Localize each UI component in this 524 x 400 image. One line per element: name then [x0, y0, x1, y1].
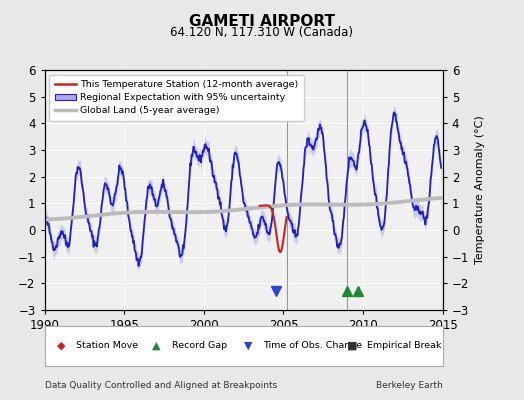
- Text: Time of Obs. Change: Time of Obs. Change: [264, 341, 363, 350]
- Text: Empirical Break: Empirical Break: [367, 341, 442, 350]
- Text: GAMETI AIRPORT: GAMETI AIRPORT: [189, 14, 335, 29]
- Text: Station Move: Station Move: [77, 341, 138, 350]
- Text: Berkeley Earth: Berkeley Earth: [376, 381, 443, 390]
- Text: ▼: ▼: [244, 340, 252, 350]
- Text: ◆: ◆: [57, 340, 65, 350]
- Text: ■: ■: [347, 340, 358, 350]
- Y-axis label: Temperature Anomaly (°C): Temperature Anomaly (°C): [475, 116, 485, 264]
- Text: Data Quality Controlled and Aligned at Breakpoints: Data Quality Controlled and Aligned at B…: [45, 381, 277, 390]
- Legend: This Temperature Station (12-month average), Regional Expectation with 95% uncer: This Temperature Station (12-month avera…: [49, 75, 304, 121]
- Text: ▲: ▲: [152, 340, 160, 350]
- Text: 64.120 N, 117.310 W (Canada): 64.120 N, 117.310 W (Canada): [170, 26, 354, 39]
- Text: Record Gap: Record Gap: [172, 341, 227, 350]
